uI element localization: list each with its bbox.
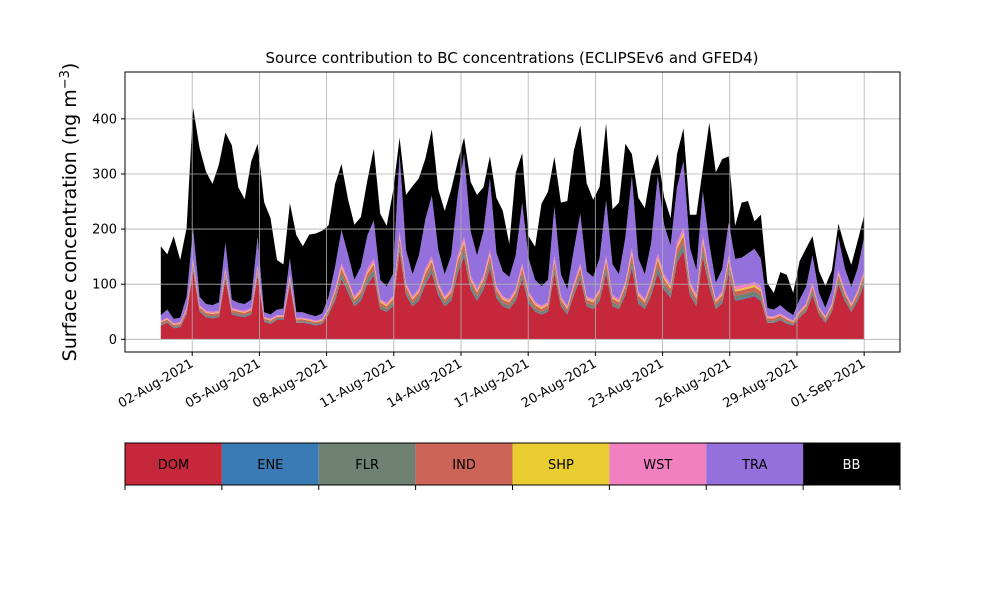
legend-label-ene: ENE — [257, 458, 283, 473]
y-tick-label: 0 — [109, 333, 117, 348]
legend-frame — [124, 442, 901, 486]
x-tick-label: 08-Aug-2021 — [250, 356, 330, 411]
legend-label-shp: SHP — [548, 458, 574, 473]
y-axis-label-exponent: −3 — [58, 70, 73, 89]
legend-swatch-ene — [221, 443, 319, 485]
legend-label-flr: FLR — [355, 458, 379, 473]
area-bb — [160, 107, 865, 319]
legend-label-tra: TRA — [741, 458, 767, 473]
area-tra — [160, 154, 865, 324]
x-tick-label: 20-Aug-2021 — [519, 356, 599, 411]
y-tick-label: 300 — [92, 167, 117, 182]
y-tick-label: 100 — [92, 278, 117, 293]
y-axis-label: Surface concentration (ng m−3) — [58, 63, 81, 362]
legend-swatch-tra — [706, 443, 804, 485]
x-tick-label: 29-Aug-2021 — [721, 356, 801, 411]
x-tick-label: 01-Sep-2021 — [788, 356, 868, 411]
x-tick-label: 05-Aug-2021 — [183, 356, 263, 411]
legend-swatch-shp — [512, 443, 610, 485]
legend-label-dom: DOM — [158, 458, 189, 473]
x-tick-label: 02-Aug-2021 — [116, 356, 196, 411]
chart-title: Source contribution to BC concentrations… — [265, 49, 758, 67]
legend-swatch-dom — [125, 443, 222, 485]
x-tick-label: 14-Aug-2021 — [385, 356, 465, 411]
x-tick-label: 11-Aug-2021 — [317, 356, 397, 411]
legend-label-ind: IND — [452, 458, 476, 473]
legend-swatch-flr — [318, 443, 416, 485]
y-tick-label: 200 — [92, 223, 117, 238]
y-axis-label-end: ) — [59, 63, 81, 70]
y-tick-label: 400 — [92, 112, 117, 127]
x-tick-label: 23-Aug-2021 — [586, 356, 666, 411]
legend-swatch-ind — [415, 443, 513, 485]
x-tick-label: 26-Aug-2021 — [653, 356, 733, 411]
area-dom — [160, 251, 865, 340]
plot-frame — [124, 71, 901, 353]
legend-swatch-wst — [609, 443, 707, 485]
legend-label-wst: WST — [643, 458, 672, 473]
legend-swatch-bb — [803, 443, 900, 485]
legend-label-bb: BB — [843, 458, 861, 473]
x-tick-label: 17-Aug-2021 — [452, 356, 532, 411]
